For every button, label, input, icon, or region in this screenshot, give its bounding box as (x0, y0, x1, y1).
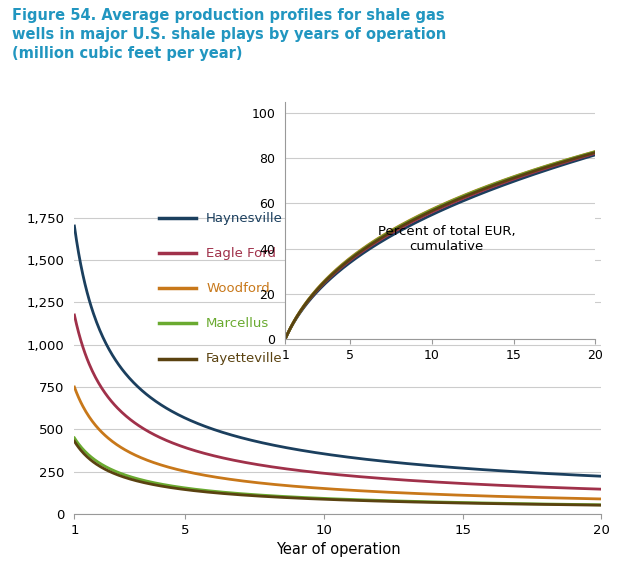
Text: Marcellus: Marcellus (206, 317, 270, 330)
X-axis label: Year of operation: Year of operation (275, 542, 401, 558)
Text: Fayetteville: Fayetteville (206, 352, 283, 365)
Text: Haynesville: Haynesville (206, 212, 283, 225)
Text: Percent of total EUR,
cumulative: Percent of total EUR, cumulative (378, 225, 515, 253)
Text: Woodford: Woodford (206, 282, 270, 295)
Text: Eagle Ford: Eagle Ford (206, 247, 276, 260)
Text: Figure 54. Average production profiles for shale gas
wells in major U.S. shale p: Figure 54. Average production profiles f… (12, 8, 446, 60)
